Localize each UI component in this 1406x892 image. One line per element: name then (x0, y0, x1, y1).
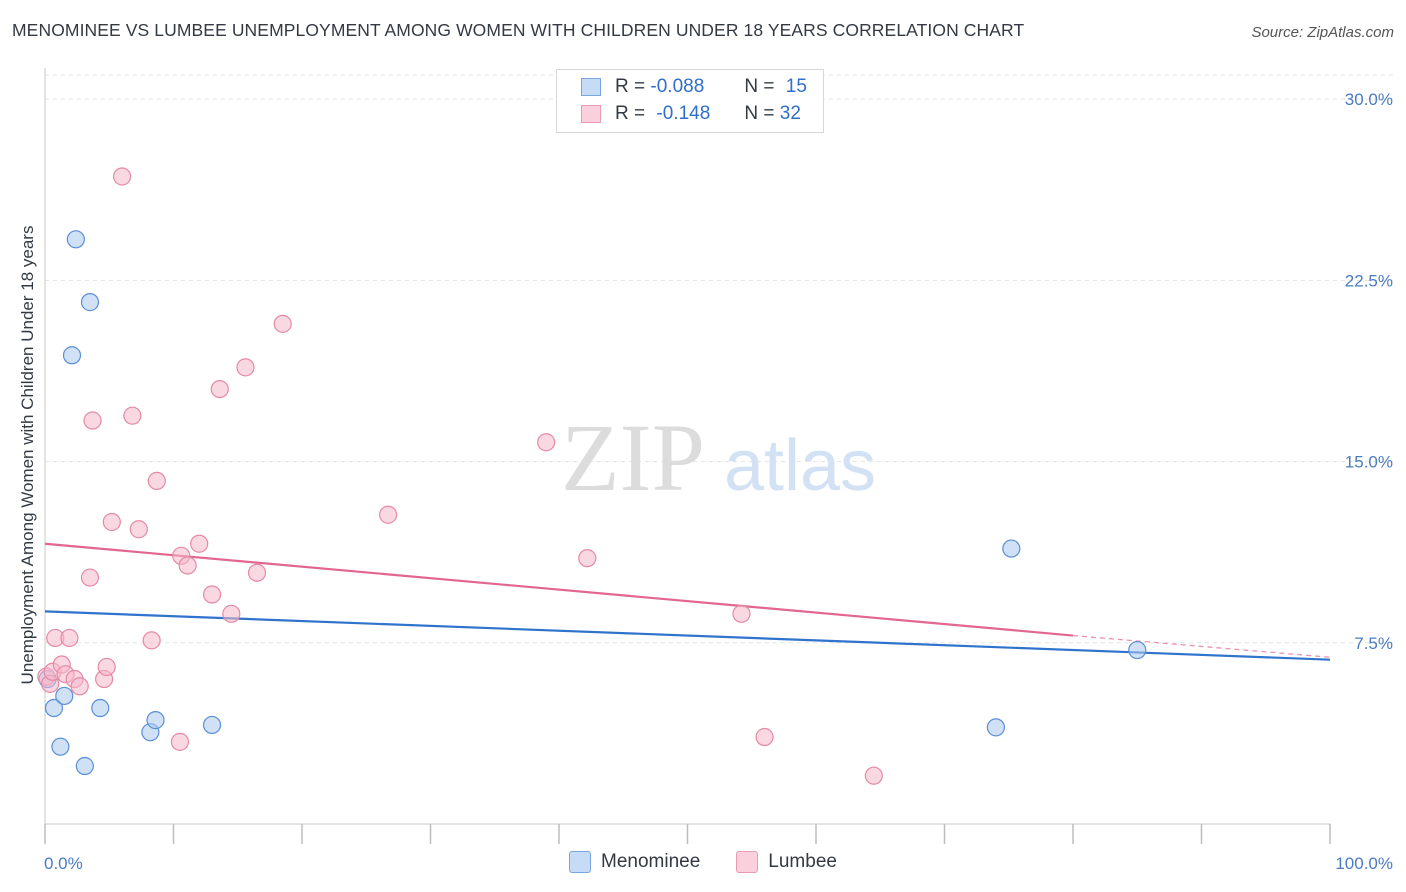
legend-item-menominee[interactable]: Menominee (569, 851, 700, 873)
data-point (80, 568, 100, 587)
data-point (537, 433, 556, 452)
y-axis-label: Unemployment Among Women with Children U… (18, 226, 37, 685)
data-point (247, 563, 267, 582)
data-point (91, 698, 110, 718)
x-tick-label: 100.0% (1335, 854, 1393, 873)
data-point (578, 549, 597, 568)
data-point (986, 718, 1006, 737)
data-point (273, 314, 292, 333)
data-point (55, 686, 74, 706)
trend-line (44, 542, 1074, 637)
legend-swatch-menominee (581, 78, 601, 96)
data-point (83, 411, 102, 430)
legend-row-lumbee: R = -0.148 N = 32 (581, 103, 801, 125)
y-tick-label: 22.5% (1345, 271, 1393, 290)
legend-swatch-lumbee (581, 105, 601, 123)
data-point (222, 604, 241, 623)
legend-n-value: 32 (779, 103, 801, 124)
data-point (147, 471, 166, 491)
legend-r-value: -0.148 (656, 103, 711, 124)
data-point (1002, 539, 1021, 558)
trend-line-extension (1072, 634, 1331, 658)
data-point (97, 657, 116, 677)
watermark: ZIP atlas (561, 404, 876, 511)
trend-line (44, 610, 1331, 661)
legend-n-value: 15 (785, 76, 807, 97)
axes (44, 68, 1331, 844)
legend-swatch-lumbee (736, 851, 759, 873)
legend-n-label: N = (744, 76, 775, 97)
legend-item-lumbee[interactable]: Lumbee (736, 851, 837, 873)
data-point (190, 534, 209, 553)
chart-title: MENOMINEE VS LUMBEE UNEMPLOYMENT AMONG W… (12, 20, 1025, 40)
data-point (66, 230, 85, 249)
source-label: Source: ZipAtlas.com (1251, 24, 1394, 41)
data-point (75, 756, 94, 776)
data-point (170, 732, 190, 751)
data-point (378, 505, 398, 524)
data-point (236, 358, 255, 377)
legend-r-value: -0.088 (650, 76, 705, 97)
data-point (123, 406, 142, 425)
data-point (129, 520, 148, 539)
tick-labels: 7.5% 15.0% 22.5% 30.0% 0.0% 100.0% (44, 90, 1393, 873)
data-point (102, 512, 121, 532)
legend-r-label: R = (615, 103, 646, 124)
legend-swatch-menominee (569, 851, 592, 873)
legend-label-lumbee: Lumbee (768, 851, 837, 872)
data-point (112, 167, 132, 186)
y-tick-label: 15.0% (1345, 453, 1393, 472)
data-point (62, 346, 82, 365)
data-point (80, 293, 100, 312)
data-point (178, 556, 197, 575)
data-point (202, 715, 222, 735)
data-point (864, 766, 883, 785)
series-legend: Menominee Lumbee (0, 851, 1406, 873)
trend-lines (44, 542, 1331, 661)
legend-label-menominee: Menominee (601, 851, 701, 872)
data-point (732, 604, 751, 623)
data-point (210, 379, 229, 399)
data-point (70, 677, 89, 696)
data-point (60, 628, 79, 648)
data-point (142, 631, 161, 650)
data-points (37, 167, 1147, 785)
legend-n-label: N = (744, 103, 775, 124)
x-tick-label: 0.0% (44, 854, 83, 873)
data-point (1128, 640, 1147, 660)
y-tick-label: 7.5% (1354, 634, 1393, 653)
data-point (202, 585, 222, 604)
watermark-zip: ZIP (561, 404, 705, 511)
stats-legend: R = -0.088 N = 15 R = -0.148 N = 32 (556, 69, 824, 133)
data-point (51, 737, 70, 756)
data-point (146, 711, 165, 730)
legend-row-menominee: R = -0.088 N = 15 (581, 76, 807, 98)
legend-r-label: R = (615, 76, 646, 97)
data-point (44, 698, 64, 718)
y-tick-label: 30.0% (1345, 90, 1393, 109)
data-point (755, 727, 774, 747)
watermark-atlas: atlas (724, 426, 876, 506)
